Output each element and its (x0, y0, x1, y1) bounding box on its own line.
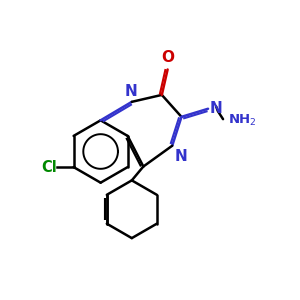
Text: N: N (209, 101, 222, 116)
Text: NH$_2$: NH$_2$ (228, 113, 256, 128)
Text: Cl: Cl (41, 160, 57, 175)
Text: N: N (124, 84, 137, 99)
Text: N: N (175, 149, 188, 164)
Text: O: O (161, 50, 174, 65)
